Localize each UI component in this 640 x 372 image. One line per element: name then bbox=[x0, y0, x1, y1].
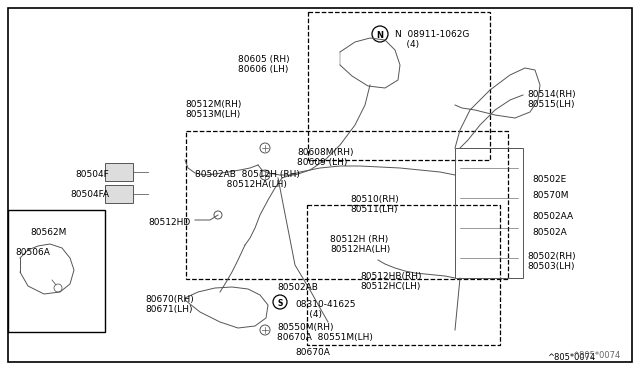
Text: 80605 (RH)
80606 (LH): 80605 (RH) 80606 (LH) bbox=[238, 55, 290, 74]
Text: 80504FA: 80504FA bbox=[70, 190, 109, 199]
Text: 80550M(RH)
80670A  80551M(LH): 80550M(RH) 80670A 80551M(LH) bbox=[277, 323, 373, 342]
Text: 80504F: 80504F bbox=[75, 170, 109, 179]
Text: 80502AB: 80502AB bbox=[277, 283, 318, 292]
Text: N  08911-1062G
    (4): N 08911-1062G (4) bbox=[395, 30, 469, 49]
Text: 80562M: 80562M bbox=[30, 228, 67, 237]
Text: N: N bbox=[376, 31, 383, 39]
Bar bbox=[308, 12, 490, 160]
Text: 80512HD: 80512HD bbox=[148, 218, 190, 227]
Text: 80502E: 80502E bbox=[532, 175, 566, 184]
Bar bbox=[186, 131, 508, 279]
Bar bbox=[8, 210, 105, 332]
Bar bbox=[105, 185, 133, 203]
Text: 08310-41625
     (4): 08310-41625 (4) bbox=[295, 300, 355, 320]
Text: 80502AB  80512H (RH)
           80512HA(LH): 80502AB 80512H (RH) 80512HA(LH) bbox=[195, 170, 300, 189]
Text: 80570M: 80570M bbox=[532, 191, 568, 200]
Text: 80502AA: 80502AA bbox=[532, 212, 573, 221]
Text: 80510(RH)
80511(LH): 80510(RH) 80511(LH) bbox=[350, 195, 399, 214]
Text: 80670A: 80670A bbox=[295, 348, 330, 357]
Text: 80512H (RH)
80512HA(LH): 80512H (RH) 80512HA(LH) bbox=[330, 235, 390, 254]
Text: 80506A: 80506A bbox=[15, 248, 50, 257]
Text: 80608M(RH)
80609 (LH): 80608M(RH) 80609 (LH) bbox=[297, 148, 353, 167]
Text: 80514(RH)
80515(LH): 80514(RH) 80515(LH) bbox=[527, 90, 575, 109]
Text: ^805*0074: ^805*0074 bbox=[572, 351, 620, 360]
Text: 80512M(RH)
80513M(LH): 80512M(RH) 80513M(LH) bbox=[185, 100, 241, 119]
Text: 80502A: 80502A bbox=[532, 228, 567, 237]
Text: S: S bbox=[277, 298, 283, 308]
Bar bbox=[307, 205, 500, 345]
Bar bbox=[455, 148, 523, 278]
Bar bbox=[105, 163, 133, 181]
Text: 80512HB(RH)
80512HC(LH): 80512HB(RH) 80512HC(LH) bbox=[360, 272, 422, 291]
Text: ^805*0074: ^805*0074 bbox=[547, 353, 595, 362]
Text: 80670(RH)
80671(LH): 80670(RH) 80671(LH) bbox=[145, 295, 194, 314]
Text: 80502(RH)
80503(LH): 80502(RH) 80503(LH) bbox=[527, 252, 575, 272]
